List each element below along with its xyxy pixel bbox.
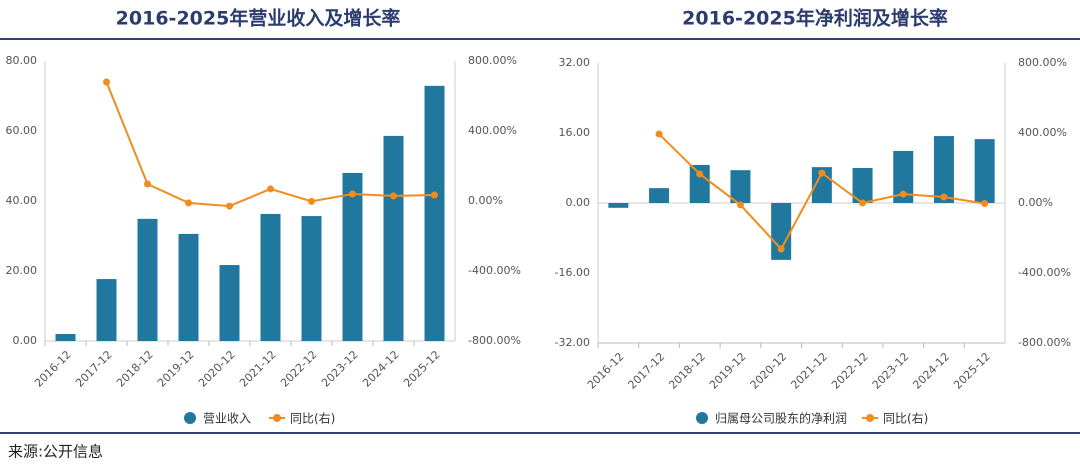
chart-title: 2016-2025年营业收入及增长率 <box>116 7 401 30</box>
y-tick-label: 20.00 <box>6 264 38 277</box>
bar <box>301 216 322 341</box>
y-tick-label: 32.00 <box>559 56 591 69</box>
y2-tick-label: -400.00% <box>1018 266 1071 279</box>
y2-tick-label: -800.00% <box>1018 336 1071 349</box>
x-tick-label: 2016-12 <box>32 348 74 390</box>
bar <box>974 139 995 203</box>
legend-label: 同比(右) <box>883 411 928 426</box>
legend-label: 营业收入 <box>203 412 251 426</box>
y2-tick-label: -400.00% <box>468 264 521 277</box>
bar <box>933 136 954 203</box>
x-tick-label: 2017-12 <box>626 350 668 392</box>
bar <box>55 334 76 341</box>
point <box>818 169 826 177</box>
y2-tick-label: 800.00% <box>468 54 517 67</box>
bar <box>893 150 914 203</box>
bar <box>260 213 281 341</box>
point <box>431 191 438 199</box>
point <box>308 197 315 205</box>
bar <box>608 203 629 208</box>
y2-tick-label: 800.00% <box>1018 56 1067 69</box>
bar <box>96 279 117 341</box>
bar <box>730 170 751 203</box>
y-tick-label: 0.00 <box>13 334 38 347</box>
x-tick-label: 2018-12 <box>666 350 708 392</box>
bar <box>342 173 363 341</box>
point <box>103 78 110 86</box>
x-tick-label: 2025-12 <box>401 348 443 390</box>
x-tick-label: 2017-12 <box>73 348 115 390</box>
x-tick-label: 2016-12 <box>585 350 627 392</box>
point <box>185 199 192 207</box>
x-tick-label: 2020-12 <box>196 348 238 390</box>
point <box>736 201 744 209</box>
x-tick-label: 2025-12 <box>951 350 993 392</box>
point <box>390 192 397 200</box>
legend-marker <box>866 414 874 422</box>
point <box>267 185 274 193</box>
bar <box>852 168 873 203</box>
point <box>859 199 867 207</box>
point <box>899 190 907 198</box>
bar <box>219 265 240 341</box>
x-tick-label: 2022-12 <box>278 348 320 390</box>
x-tick-label: 2024-12 <box>360 348 402 390</box>
bar <box>649 188 670 203</box>
y2-tick-label: 400.00% <box>468 124 517 137</box>
legend-marker <box>184 412 196 424</box>
chart-title: 2016-2025年净利润及增长率 <box>682 7 948 30</box>
x-tick-label: 2024-12 <box>910 350 952 392</box>
y2-tick-label: -800.00% <box>468 334 521 347</box>
bar <box>137 218 158 341</box>
y-tick-label: 60.00 <box>6 124 38 137</box>
x-tick-label: 2019-12 <box>155 348 197 390</box>
legend-label: 同比(右) <box>290 411 335 426</box>
legend-marker <box>273 414 281 422</box>
legend-marker <box>696 412 708 424</box>
y-tick-label: 80.00 <box>6 54 38 67</box>
point <box>349 190 356 198</box>
y-tick-label: 40.00 <box>6 194 38 207</box>
x-tick-label: 2018-12 <box>114 348 156 390</box>
legend-label: 归属母公司股东的净利润 <box>715 411 847 426</box>
x-tick-label: 2020-12 <box>748 350 790 392</box>
x-tick-label: 2023-12 <box>319 348 361 390</box>
y-tick-label: -32.00 <box>555 336 590 349</box>
point <box>696 170 704 178</box>
y-tick-label: -16.00 <box>555 266 590 279</box>
x-tick-label: 2021-12 <box>788 350 830 392</box>
point <box>981 200 989 208</box>
bar <box>424 85 445 341</box>
y-tick-label: 16.00 <box>559 126 591 139</box>
point <box>144 180 151 188</box>
source: 来源:公开信息 <box>8 443 103 461</box>
y2-tick-label: 400.00% <box>1018 126 1067 139</box>
point <box>940 193 948 201</box>
bar <box>383 135 404 341</box>
bar <box>689 164 710 203</box>
point <box>226 202 233 210</box>
x-tick-label: 2022-12 <box>829 350 871 392</box>
x-tick-label: 2023-12 <box>870 350 912 392</box>
y2-tick-label: 0.00% <box>1018 196 1053 209</box>
y-tick-label: 0.00 <box>566 196 591 209</box>
point <box>777 245 785 253</box>
x-tick-label: 2019-12 <box>707 350 749 392</box>
point <box>655 130 663 138</box>
bar <box>771 203 792 260</box>
y2-tick-label: 0.00% <box>468 194 503 207</box>
x-tick-label: 2021-12 <box>237 348 279 390</box>
bar <box>178 233 199 341</box>
